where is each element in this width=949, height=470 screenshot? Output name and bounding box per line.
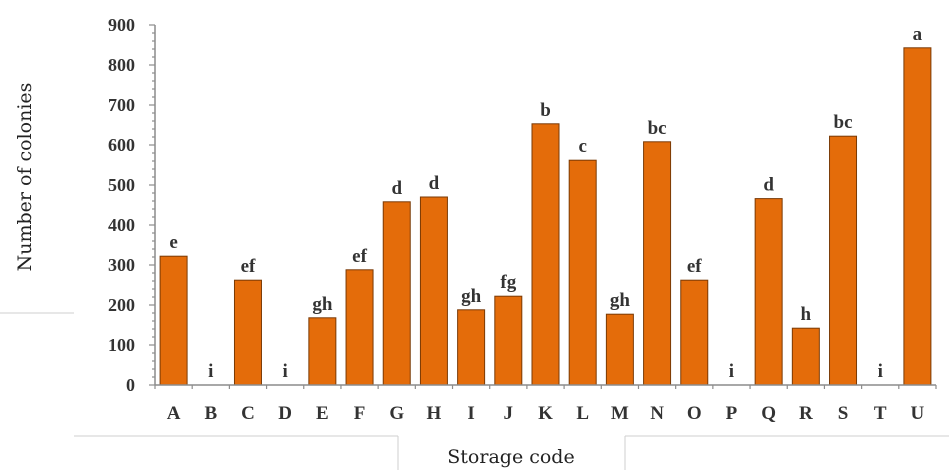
y-tick-label: 400 [108,215,135,235]
bar [308,317,337,386]
x-tick-label: D [278,403,292,424]
y-axis-title: Number of colonies [14,83,36,272]
significance-label: d [429,173,440,194]
significance-label: c [578,136,586,157]
frame-lines [0,312,949,470]
significance-label: ef [352,246,367,267]
x-tick-label: F [354,403,366,424]
x-tick-label: H [427,403,442,424]
significance-label: bc [834,112,853,133]
x-tick-label: I [467,403,474,424]
bar [791,327,820,386]
bar [680,279,709,386]
x-tick-label: M [611,403,629,424]
significance-label: gh [610,290,631,311]
x-tick-label: O [687,403,702,424]
significance-label: h [801,304,812,325]
bar [457,309,486,386]
x-axis-title: Storage code [447,446,574,468]
bar [159,255,188,386]
y-tick-label: 800 [108,55,135,75]
significance-label: d [763,175,774,196]
significance-label: i [729,361,734,382]
y-tick-label: 600 [108,135,135,155]
x-tick-label: L [576,403,589,424]
y-tick-label: 700 [108,95,135,115]
bar [568,159,597,386]
x-tick-label: J [504,403,514,424]
y-tick-label: 500 [108,175,135,195]
x-tick-label: R [799,403,813,424]
x-tick-label: U [911,403,925,424]
significance-label: ef [241,256,256,277]
bar [643,141,672,386]
x-tick-label: K [538,403,553,424]
bar [531,123,560,386]
significance-label: gh [312,294,333,315]
y-tick-label: 900 [108,15,135,35]
bar [345,269,374,386]
x-tick-label: N [650,403,664,424]
bars [159,47,932,386]
bar [903,47,932,386]
bar [419,196,448,386]
x-tick-label: C [241,403,255,424]
bar [605,313,634,386]
x-tick-label: Q [761,403,776,424]
x-tick-label: S [838,403,849,424]
significance-label: e [169,232,177,253]
significance-label: i [878,361,883,382]
x-tick-label: A [167,403,181,424]
x-tick-label: G [389,403,404,424]
significance-label: gh [461,286,482,307]
y-tick-label: 100 [108,335,135,355]
bar [382,201,411,386]
x-tick-label: E [316,403,329,424]
y-axis: 0 100 200 300 400 500 600 700 800 900 [108,15,156,395]
bar [233,279,262,386]
x-tick-label: P [726,403,738,424]
significance-label: bc [648,118,667,139]
y-tick-label: 200 [108,295,135,315]
significance-label: d [391,178,402,199]
y-tick-label: 0 [126,375,135,395]
significance-label: a [913,24,923,45]
x-tick-label: T [874,403,887,424]
significance-label: i [283,361,288,382]
bar [494,295,523,386]
y-tick-label: 300 [108,255,135,275]
x-tick-label: B [204,403,217,424]
significance-label: ef [687,256,702,277]
significance-label: b [540,100,551,121]
significance-label: fg [500,272,516,293]
bar [829,135,858,386]
significance-label: i [208,361,213,382]
bar [754,198,783,386]
